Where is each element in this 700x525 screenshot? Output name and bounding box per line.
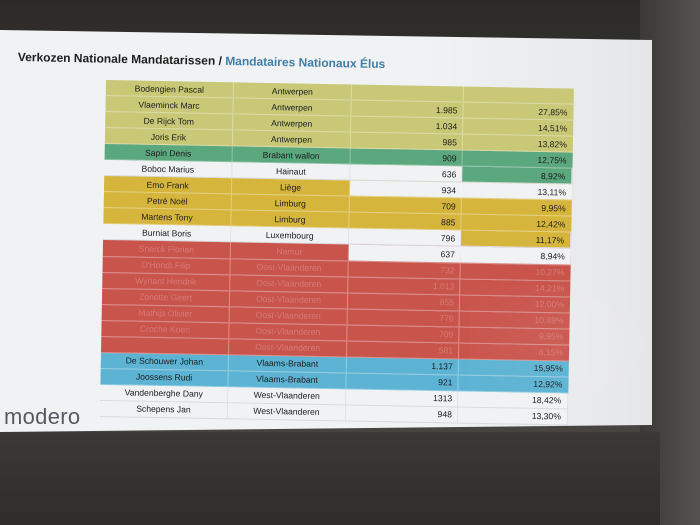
candidate-name: Martens Tony	[103, 208, 232, 226]
vote-count: 934	[349, 180, 463, 198]
vote-count	[351, 84, 464, 102]
province-name: West-Vlaanderen	[227, 403, 347, 421]
candidate-name: D'Hondt Filip	[102, 256, 231, 274]
candidate-name: Snerck Florian	[102, 240, 232, 258]
candidate-name: Vandenberghe Dany	[100, 384, 229, 403]
vote-count: 1313	[346, 389, 459, 407]
vote-count: 637	[348, 244, 461, 263]
province-name: Brabant wallon	[232, 146, 351, 164]
candidate-name: Bodengien Pascal	[105, 80, 234, 98]
vote-percentage: 12,75%	[537, 154, 567, 166]
vote-count: 732	[348, 260, 461, 279]
vote-percentage: 10,27%	[535, 266, 565, 278]
vote-count: 636	[350, 164, 463, 182]
vote-count: 885	[349, 212, 462, 230]
vote-percentage: 12,00%	[534, 299, 565, 310]
vote-percentage: 9,95%	[541, 202, 566, 214]
vote-count: 1.013	[348, 277, 461, 295]
vote-count: 709	[349, 196, 462, 214]
candidate-name: Schepens Jan	[99, 400, 229, 419]
province-name: Vlaams-Brabant	[228, 371, 347, 389]
province-name: Oost-Vlaanderen	[230, 258, 349, 277]
vote-count: 985	[350, 132, 464, 150]
province-name: Oost-Vlaanderen	[229, 323, 348, 341]
vote-percentage: 14,51%	[537, 122, 568, 134]
province-name: Oost-Vlaanderen	[229, 290, 349, 309]
vote-count: 1.034	[351, 116, 464, 134]
candidate-name: Boboc Marius	[104, 160, 233, 178]
vote-count: 1.137	[346, 357, 459, 375]
vote-percentage: 15,95%	[533, 363, 563, 374]
vote-percentage: 13,11%	[461, 182, 573, 200]
province-name: Hainaut	[232, 162, 351, 180]
candidate-name: Emo Frank	[103, 176, 233, 194]
province-name: Luxembourg	[231, 226, 350, 244]
candidate-name: Mathijs Olivier	[101, 304, 230, 323]
candidate-name: Sapin Denis	[104, 144, 233, 162]
candidate-name: Vlaeminck Marc	[105, 96, 234, 114]
vote-count: 796	[349, 228, 462, 247]
candidate-name: Joossens Rudi	[100, 368, 229, 387]
brand-logo: modero	[4, 404, 81, 429]
vote-percentage	[464, 87, 574, 104]
candidate-name: Joris Erik	[104, 128, 234, 146]
vote-count: 1.985	[351, 100, 464, 118]
vote-percentage: 10,89%	[534, 315, 564, 326]
vote-count: 709	[347, 325, 460, 343]
vote-percentage: 13,82%	[537, 138, 567, 150]
candidate-name: Croche Koen	[101, 320, 230, 339]
vote-percentage: 9,95%	[538, 331, 564, 342]
candidate-name: De Rijck Tom	[105, 112, 234, 130]
vote-percentage: 12,92%	[533, 379, 563, 390]
vote-count: 948	[345, 405, 459, 423]
candidate-name: Wynant Hendrik	[102, 272, 231, 290]
title-separator: /	[218, 53, 223, 68]
vote-percentage: 11,17%	[461, 230, 572, 249]
mandataries-table: Bodengien Pascal Antwerpen Vlaeminck Marc A…	[99, 80, 574, 426]
vote-percentage: 18,42%	[458, 391, 569, 409]
province-name: Oost-Vlaanderen	[229, 306, 348, 325]
vote-percentage: 14,21%	[535, 282, 565, 294]
vote-count: 581	[346, 341, 460, 359]
vote-count: 776	[347, 309, 460, 327]
province-name: Limburg	[231, 194, 350, 212]
vote-percentage: 12,42%	[536, 218, 566, 230]
vote-percentage: 8,92%	[462, 166, 573, 184]
province-name: Antwerpen	[233, 82, 352, 100]
vote-percentage: 13,30%	[457, 407, 569, 425]
candidate-name: De Schouwer Johan	[100, 352, 229, 371]
vote-count: 909	[350, 148, 463, 166]
vote-percentage: 8,94%	[460, 247, 571, 265]
province-name: Limburg	[231, 210, 350, 228]
province-name: Vlaams-Brabant	[228, 355, 347, 373]
province-name: West-Vlaanderen	[228, 387, 347, 405]
candidate-name	[101, 336, 230, 355]
vote-count: 855	[347, 293, 461, 311]
candidate-name: Burniat Boris	[103, 224, 232, 242]
vote-percentage: 8,15%	[538, 347, 564, 358]
province-name: Antwerpen	[232, 130, 352, 148]
screen-bottom-wall	[0, 432, 660, 525]
vote-count: 921	[346, 373, 459, 391]
province-name: Oost-Vlaanderen	[228, 339, 348, 357]
province-name: Antwerpen	[233, 98, 352, 116]
candidate-name: Petré Noël	[103, 192, 232, 210]
province-name: Liège	[231, 178, 351, 196]
province-name: Namur	[230, 242, 350, 260]
vote-percentage: 27,85%	[538, 106, 568, 118]
province-name: Antwerpen	[233, 114, 352, 132]
candidate-name: Zonotte Geert	[101, 288, 231, 306]
province-name: Oost-Vlaanderen	[230, 274, 349, 293]
